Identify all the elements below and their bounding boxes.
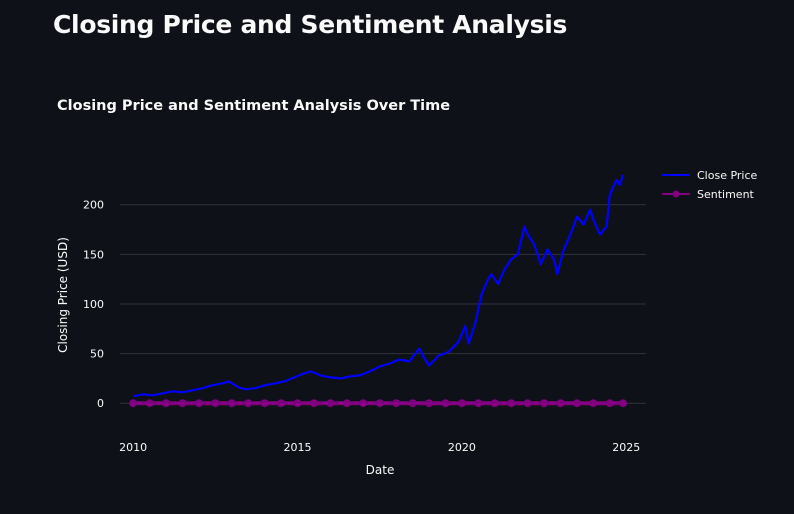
close-price-line[interactable] [132, 174, 625, 398]
sentiment-point[interactable] [145, 399, 154, 408]
sentiment-point[interactable] [507, 399, 516, 408]
x-tick-label: 2020 [448, 441, 476, 454]
sentiment-point[interactable] [309, 399, 318, 408]
x-tick-label: 2015 [284, 441, 312, 454]
sentiment-point[interactable] [572, 399, 581, 408]
gridlines [120, 204, 646, 404]
sentiment-point[interactable] [375, 399, 384, 408]
sentiment-point[interactable] [293, 399, 302, 408]
y-tick-label: 150 [83, 248, 104, 261]
chart-title: Closing Price and Sentiment Analysis Ove… [57, 98, 450, 114]
y-tick-label: 50 [90, 348, 104, 361]
sentiment-point[interactable] [425, 399, 434, 408]
sentiment-point[interactable] [392, 399, 401, 408]
sentiment-point[interactable] [129, 399, 138, 408]
series-close-price[interactable] [132, 174, 625, 398]
y-tick-label: 200 [83, 199, 104, 212]
sentiment-point[interactable] [342, 399, 351, 408]
legend-marker [672, 190, 680, 198]
legend-item-close-price[interactable]: Close Price [662, 169, 758, 182]
sentiment-point[interactable] [277, 399, 286, 408]
sentiment-point[interactable] [211, 399, 220, 408]
sentiment-point[interactable] [441, 399, 450, 408]
y-tick-label: 100 [83, 298, 104, 311]
sentiment-point[interactable] [490, 399, 499, 408]
sentiment-point[interactable] [227, 399, 236, 408]
sentiment-point[interactable] [605, 399, 614, 408]
x-axis-label: Date [366, 463, 395, 477]
sentiment-point[interactable] [326, 399, 335, 408]
y-axis-label: Closing Price (USD) [56, 237, 70, 353]
legend-item-sentiment[interactable]: Sentiment [662, 188, 755, 201]
sentiment-point[interactable] [162, 399, 171, 408]
x-tick-label: 2010 [119, 441, 147, 454]
x-tick-label: 2025 [612, 441, 640, 454]
legend[interactable]: Close Price Sentiment [662, 169, 758, 201]
legend-label: Sentiment [697, 188, 755, 201]
sentiment-point[interactable] [194, 399, 203, 408]
sentiment-point[interactable] [556, 399, 565, 408]
sentiment-point[interactable] [359, 399, 368, 408]
sentiment-point[interactable] [540, 399, 549, 408]
sentiment-point[interactable] [589, 399, 598, 408]
x-axis-ticks: 2010 2015 2020 2025 [119, 441, 640, 454]
series-sentiment[interactable] [129, 399, 627, 408]
sentiment-point[interactable] [457, 399, 466, 408]
y-axis-ticks: 0 50 100 150 200 [83, 199, 104, 411]
plot-area[interactable] [129, 174, 627, 408]
sentiment-point[interactable] [474, 399, 483, 408]
sentiment-point[interactable] [523, 399, 532, 408]
sentiment-point[interactable] [408, 399, 417, 408]
sentiment-point[interactable] [244, 399, 253, 408]
sentiment-point[interactable] [178, 399, 187, 408]
page-title: Closing Price and Sentiment Analysis [53, 10, 568, 39]
sentiment-point[interactable] [618, 399, 627, 408]
legend-label: Close Price [697, 169, 758, 182]
sentiment-point[interactable] [260, 399, 269, 408]
y-tick-label: 0 [97, 397, 104, 410]
